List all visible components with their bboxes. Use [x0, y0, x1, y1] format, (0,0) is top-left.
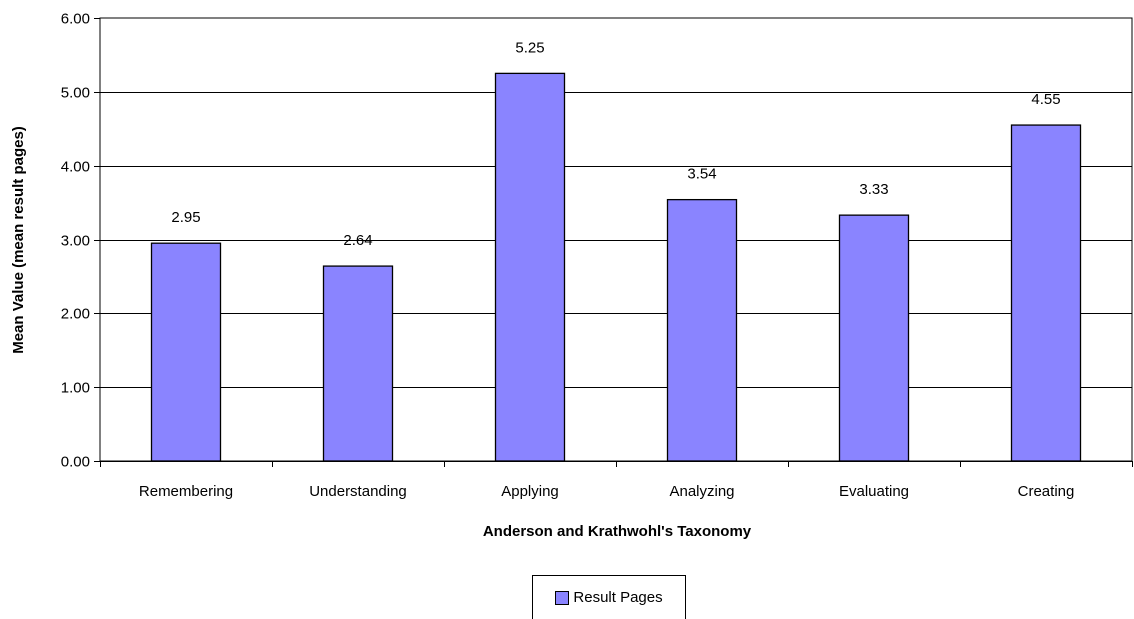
bars: [150, 72, 1082, 462]
legend-swatch: [555, 590, 570, 605]
x-tick-label: Analyzing: [669, 483, 734, 500]
x-tick-label: Remembering: [139, 483, 233, 500]
y-axis-title: Mean Value (mean result pages): [10, 126, 27, 354]
data-label: 2.95: [171, 209, 200, 226]
y-tick-labels: 0.00 1.00 2.00 3.00 4.00 5.00 6.00: [61, 11, 90, 471]
data-label: 3.54: [687, 166, 716, 183]
bar-applying: [494, 72, 566, 462]
bar-remembering: [150, 242, 222, 462]
legend: Result Pages: [532, 575, 686, 619]
bar-analyzing: [666, 198, 738, 462]
data-label: 2.64: [343, 232, 372, 249]
data-label: 5.25: [515, 39, 544, 56]
x-axis-title: Anderson and Krathwohl's Taxonomy: [483, 523, 752, 540]
y-tick-label: 3.00: [61, 233, 90, 250]
axes: [94, 18, 1133, 467]
plot-area-border: [99, 17, 1133, 462]
gridlines: [99, 17, 1133, 462]
x-tick-label: Creating: [1018, 483, 1075, 500]
legend-label: Result Pages: [573, 589, 663, 606]
x-tick-label: Understanding: [309, 483, 407, 500]
bar-evaluating: [838, 214, 910, 462]
y-tick-label: 1.00: [61, 380, 90, 397]
y-tick-label: 2.00: [61, 306, 90, 323]
y-tick-label: 0.00: [61, 454, 90, 471]
data-label: 3.33: [859, 181, 888, 198]
x-tick-label: Applying: [501, 483, 559, 500]
x-tick-label: Evaluating: [839, 483, 909, 500]
data-label: 4.55: [1031, 91, 1060, 108]
y-tick-label: 6.00: [61, 11, 90, 28]
x-tick-labels: Remembering Understanding Applying Analyzin…: [139, 483, 1074, 500]
y-tick-label: 5.00: [61, 85, 90, 102]
data-labels: 2.95 2.64 5.25 3.54 3.33 4.55: [171, 39, 1060, 249]
bar-creating: [1010, 124, 1082, 462]
bar-understanding: [322, 265, 394, 462]
y-tick-label: 4.00: [61, 159, 90, 176]
